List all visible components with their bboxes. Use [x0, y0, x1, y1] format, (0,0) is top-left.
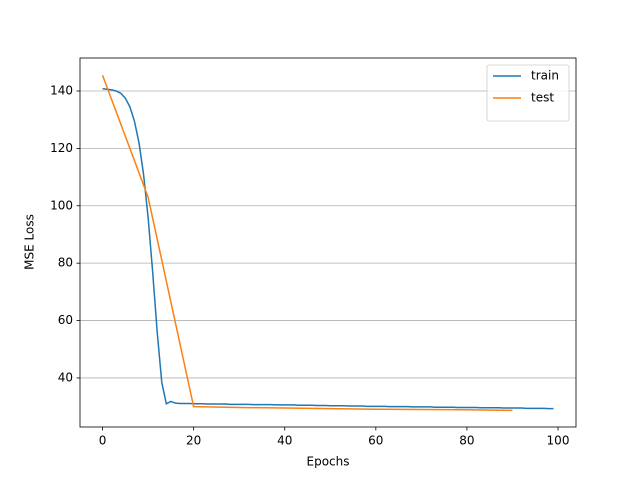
y-tick-label: 140 [50, 83, 73, 97]
line-series [102, 87, 554, 410]
x-tick-label: 60 [368, 434, 383, 448]
x-tick-label: 40 [277, 434, 292, 448]
legend-label: test [531, 91, 554, 105]
x-axis-label: Epochs [307, 455, 350, 469]
y-tick-label: 120 [50, 141, 73, 155]
y-tick-label: 60 [58, 313, 73, 327]
x-tick-label: 100 [547, 434, 570, 448]
plot-frame [79, 57, 577, 428]
x-tick-label: 80 [459, 434, 474, 448]
legend-box [486, 64, 570, 122]
y-axis-label: MSE Loss [23, 214, 37, 270]
y-tick-label: 100 [50, 198, 73, 212]
x-tick-label: 0 [99, 434, 107, 448]
line-series [101, 74, 513, 412]
x-tick-label: 20 [186, 434, 201, 448]
legend-label: train [531, 69, 559, 83]
y-tick-label: 40 [58, 370, 73, 384]
y-tick-label: 80 [58, 256, 73, 270]
